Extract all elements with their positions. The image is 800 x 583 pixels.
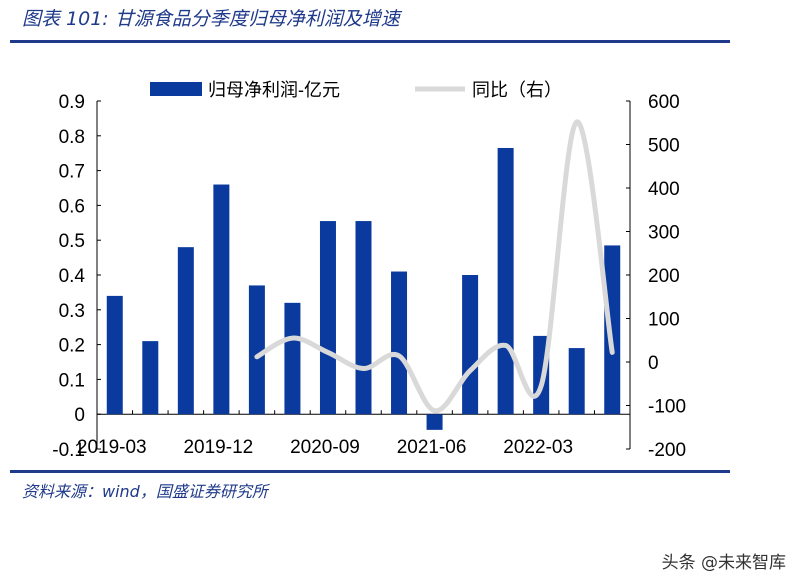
x-tick-label: 2019-12: [183, 437, 253, 458]
x-tick-label: 2020-09: [290, 437, 360, 458]
legend-line-label: 同比（右）: [472, 80, 562, 100]
bar: [142, 341, 159, 415]
bar: [319, 221, 336, 415]
chart-title: 图表 101: 甘源食品分季度归母净利润及增速: [22, 8, 400, 30]
left-tick-label: -0.1: [52, 440, 85, 461]
bar: [248, 285, 265, 415]
bar: [462, 275, 479, 415]
yoy-line: [254, 119, 615, 414]
right-tick-label: 200: [648, 266, 680, 287]
left-tick-label: 0.6: [59, 196, 85, 217]
watermark: 头条 @未来智库: [661, 553, 786, 573]
right-tick-label: 300: [648, 223, 680, 244]
bar: [568, 348, 585, 415]
x-tick-label: 2022-03: [503, 437, 573, 458]
right-tick-label: 600: [648, 92, 680, 113]
left-tick-label: 0.4: [59, 266, 86, 287]
right-tick-label: -200: [648, 440, 686, 461]
right-tick-label: 100: [648, 310, 680, 331]
x-tick-label: 2019-03: [77, 437, 147, 458]
chart: -0.1 0 0.1 0.2 0.3 0.4 0.5 0.6 0.7 0.8 0.9 -200 -100…: [52, 80, 686, 461]
right-tick-label: 0: [648, 353, 659, 374]
left-tick-label: 0.5: [59, 231, 85, 252]
bar: [497, 147, 514, 415]
left-tick-label: 0.3: [59, 301, 85, 322]
source-divider: [10, 470, 730, 473]
legend-bar-label: 归母净利润-亿元: [208, 80, 340, 100]
right-tick-label: -100: [648, 397, 686, 418]
left-tick-label: 0.1: [59, 370, 85, 391]
bar: [177, 247, 194, 415]
left-tick-label: 0.7: [59, 162, 85, 183]
bar: [391, 271, 408, 415]
left-tick-label: 0.9: [59, 92, 85, 113]
left-tick-label: 0.2: [59, 336, 85, 357]
legend-bar-swatch: [150, 82, 202, 96]
left-tick-label: 0: [74, 405, 85, 426]
bar: [213, 184, 230, 415]
bar: [604, 245, 621, 415]
bar: [355, 221, 372, 415]
right-tick-label: 500: [648, 136, 680, 157]
bar: [426, 414, 443, 430]
source-note: 资料来源：wind，国盛证券研究所: [22, 482, 268, 501]
right-tick-label: 400: [648, 179, 680, 200]
left-tick-label: 0.8: [59, 127, 85, 148]
bar: [284, 302, 301, 415]
bar: [106, 295, 123, 415]
title-divider: [10, 40, 730, 43]
x-tick-label: 2021-06: [397, 437, 467, 458]
